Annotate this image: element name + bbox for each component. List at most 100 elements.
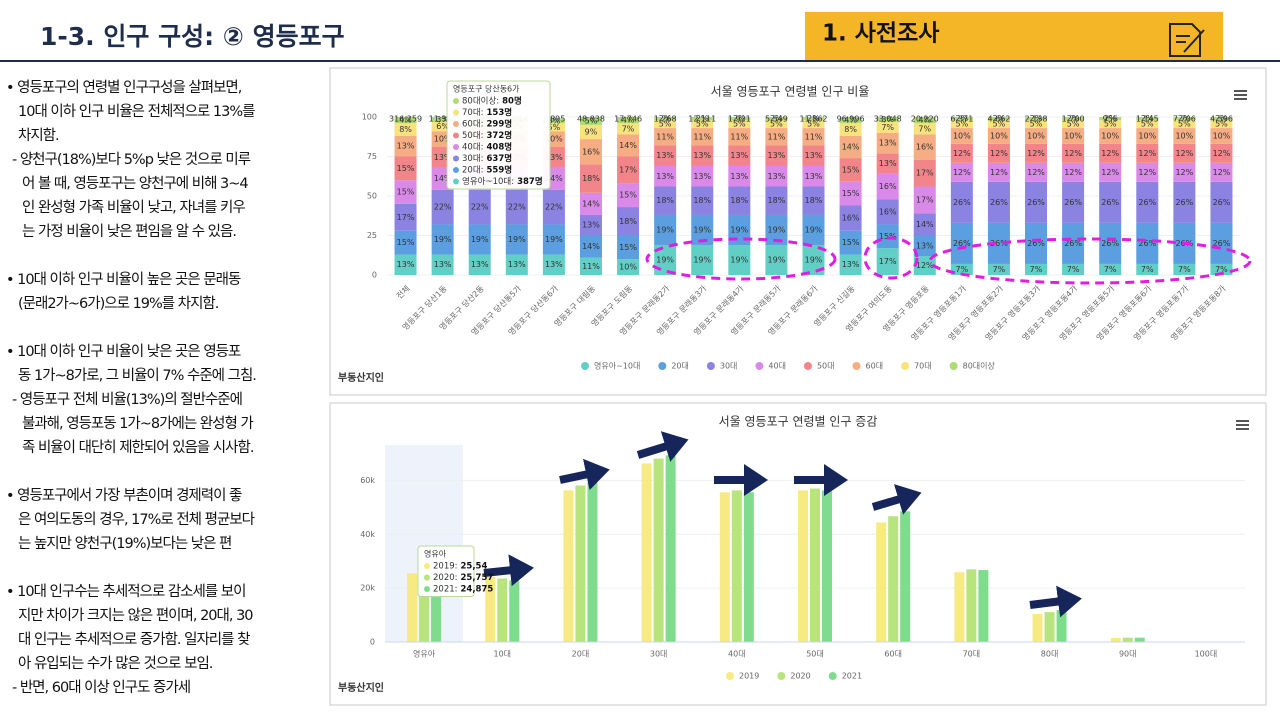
bar-segment (765, 165, 788, 187)
tooltip-label: 50대: (462, 131, 484, 141)
data-label: 18% (582, 174, 600, 183)
data-label: 2% (1067, 114, 1080, 123)
data-label: 15% (842, 189, 860, 198)
legend-label: 40대 (768, 362, 786, 371)
data-label: 15% (842, 165, 860, 174)
data-label: 5% (1141, 120, 1154, 129)
bar-segment (839, 117, 862, 124)
y-tick-label: 75 (367, 152, 377, 161)
data-label: 14% (582, 242, 600, 251)
data-label: 12% (1101, 149, 1119, 158)
legend-marker (777, 672, 786, 680)
section-box (805, 12, 1223, 60)
data-label: 17% (916, 195, 934, 204)
tooltip-label: 2019: (433, 562, 458, 572)
total-label: 17,746 (614, 115, 642, 124)
bar (497, 578, 508, 642)
data-label: 12% (1101, 168, 1119, 177)
data-label: 18% (656, 196, 674, 205)
bar-segment (1210, 143, 1233, 163)
bar-segment (654, 117, 677, 121)
bar-segment (1025, 117, 1048, 121)
tooltip-dot (424, 574, 430, 581)
bar (563, 490, 574, 642)
x-tick-label: 20대 (572, 650, 590, 659)
highlight-ellipse (863, 236, 919, 280)
bar-segment (579, 192, 602, 215)
bar (954, 572, 965, 642)
total-label: 12,111 (688, 115, 716, 124)
note-line: - 양천구(18%)보다 5%p 낮은 것으로 미루 (12, 151, 251, 168)
data-label: 26% (990, 198, 1008, 207)
data-label: 15% (842, 238, 860, 247)
bar-segment (431, 254, 454, 275)
y-tick-label: 20k (360, 584, 375, 593)
bar-segment (839, 254, 862, 275)
data-label: 12% (1213, 168, 1231, 177)
bar-segment (1136, 117, 1159, 121)
legend-marker (803, 362, 812, 370)
data-label: 5% (696, 120, 709, 129)
data-label: 12% (953, 149, 971, 158)
tooltip-dot (424, 563, 430, 569)
tooltip-box (417, 545, 475, 597)
bar-segment (394, 156, 417, 181)
bar (587, 482, 598, 642)
data-label: 4% (918, 116, 931, 125)
tooltip-dot (453, 144, 459, 150)
data-label: 12% (916, 261, 934, 270)
bar (665, 455, 676, 642)
data-label: 10% (619, 263, 637, 272)
bar-segment (913, 117, 936, 124)
data-label: 13% (582, 221, 600, 230)
bar-segment (839, 181, 862, 206)
bar-segment (1062, 263, 1085, 275)
bar-segment (691, 117, 714, 121)
data-label: 10% (990, 131, 1008, 140)
bar-segment (617, 134, 640, 157)
data-label: 7% (1067, 265, 1080, 274)
menu-icon[interactable] (1234, 90, 1247, 100)
note-line: 는 가정 비율이 낮은 편임을 알 수 있음. (22, 223, 236, 240)
bar-segment (950, 128, 973, 144)
bar-segment (950, 162, 973, 182)
y-tick-label: 50 (367, 192, 377, 201)
data-label: 15% (397, 238, 415, 247)
bar (888, 516, 899, 642)
bar-segment (1173, 120, 1196, 129)
note-line: • 영등포구의 연령별 인구구성을 살펴보면, (6, 79, 242, 96)
note-line: - 영등포구 전체 비율(13%)의 절반수준에 (12, 391, 242, 408)
legend-label: 20대 (671, 362, 689, 371)
note-line: • 영등포구에서 가장 부촌이며 경제력이 좋 (6, 487, 242, 504)
menu-icon[interactable] (1236, 420, 1249, 430)
bar-segment (1099, 162, 1122, 182)
legend-label: 2019 (739, 672, 759, 681)
tooltip-dot (453, 109, 459, 116)
data-label: 13% (545, 260, 563, 269)
bar-segment (1210, 117, 1233, 121)
bar-segment (691, 145, 714, 166)
bar-segment (1136, 181, 1159, 223)
tooltip-value: 25,54 (461, 562, 488, 572)
tooltip-dot (453, 98, 459, 104)
data-label: 14% (842, 143, 860, 152)
bar (1032, 613, 1043, 642)
logo: 부동산지인 (338, 681, 384, 694)
data-label: 19% (471, 235, 489, 244)
tooltip-dot (453, 178, 459, 185)
total-label: 4,596 (1210, 115, 1233, 124)
tooltip-title: 영등포구 당산동6가 (453, 84, 520, 94)
total-label: 316,259 (389, 115, 422, 124)
bar-segment (876, 132, 899, 154)
bar-segment (1099, 222, 1122, 264)
bar-segment (579, 257, 602, 275)
bar (419, 572, 430, 642)
x-tick-label: 10대 (493, 650, 511, 659)
tooltip-label: 2021: (433, 585, 458, 595)
highlight-ellipse (645, 237, 837, 281)
data-label: 5% (1215, 120, 1228, 129)
bar (900, 511, 911, 642)
data-label: 12% (1213, 149, 1231, 158)
bar-segment (1173, 117, 1196, 121)
